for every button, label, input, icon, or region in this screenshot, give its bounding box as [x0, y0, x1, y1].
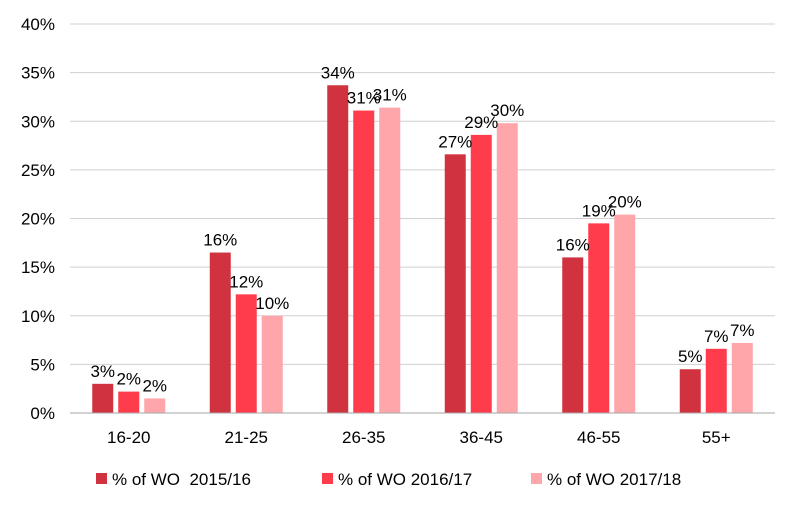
y-tick-label: 0%: [30, 404, 55, 423]
legend-label: % of WO 2015/16: [112, 470, 251, 489]
x-tick-label: 21-25: [225, 428, 268, 447]
y-axis-tick-labels: 0% 5% 10% 15% 20% 25% 30% 35% 40%: [21, 15, 55, 423]
bar: [327, 85, 349, 413]
data-label: 34%: [321, 63, 355, 82]
x-tick-label: 46-55: [577, 428, 620, 447]
legend-swatch: [322, 473, 333, 484]
y-tick-label: 5%: [30, 355, 55, 374]
y-tick-label: 35%: [21, 64, 55, 83]
data-label: 7%: [704, 327, 729, 346]
y-tick-label: 10%: [21, 307, 55, 326]
y-tick-label: 40%: [21, 15, 55, 34]
y-tick-label: 30%: [21, 112, 55, 131]
data-labels: 3% 2% 2%16%12%10%34%31%31%27%29%30%16%19%2…: [90, 63, 754, 395]
y-tick-label: 25%: [21, 161, 55, 180]
x-tick-label: 16-20: [107, 428, 150, 447]
bar: [588, 223, 610, 413]
bar: [209, 252, 231, 413]
legend-swatch: [96, 473, 107, 484]
data-label: 16%: [203, 231, 237, 250]
bars: [92, 85, 753, 414]
legend-swatch: [531, 473, 542, 484]
legend: % of WO 2015/16 % of WO 2016/17 % of WO 20…: [96, 470, 681, 489]
x-tick-label: 55+: [702, 428, 731, 447]
bar: [679, 369, 701, 413]
bar: [353, 110, 375, 414]
bar: [444, 154, 466, 413]
data-label: 20%: [608, 193, 642, 212]
y-tick-label: 15%: [21, 258, 55, 277]
data-label: 10%: [255, 294, 289, 313]
bar: [92, 383, 114, 413]
y-tick-label: 20%: [21, 210, 55, 229]
data-label: 30%: [490, 101, 524, 120]
data-label: 16%: [556, 235, 590, 254]
data-label: 29%: [464, 113, 498, 132]
data-label: 31%: [347, 89, 381, 108]
bar: [235, 294, 257, 413]
x-tick-label: 26-35: [342, 428, 385, 447]
x-axis-tick-labels: 16-20 21-25 26-35 36-45 46-55 55+: [107, 428, 731, 447]
data-label: 2%: [142, 376, 167, 395]
data-label: 7%: [730, 321, 755, 340]
data-label: 3%: [90, 362, 115, 381]
bar: [261, 315, 283, 413]
bar: [614, 214, 636, 413]
data-label: 5%: [678, 347, 703, 366]
data-label: 19%: [582, 201, 616, 220]
data-label: 12%: [229, 272, 263, 291]
data-label: 2%: [116, 370, 141, 389]
bar: [705, 348, 727, 413]
bar: [144, 398, 166, 413]
bar: [118, 391, 140, 413]
x-tick-label: 36-45: [460, 428, 503, 447]
bar: [379, 107, 401, 413]
bar: [731, 342, 753, 413]
data-label: 31%: [373, 86, 407, 105]
bar: [496, 123, 518, 413]
data-label: 27%: [438, 132, 472, 151]
legend-label: % of WO 2016/17: [338, 470, 472, 489]
bar: [562, 257, 584, 413]
legend-label: % of WO 2017/18: [547, 470, 681, 489]
bar: [470, 134, 492, 414]
gridlines: [70, 23, 775, 365]
